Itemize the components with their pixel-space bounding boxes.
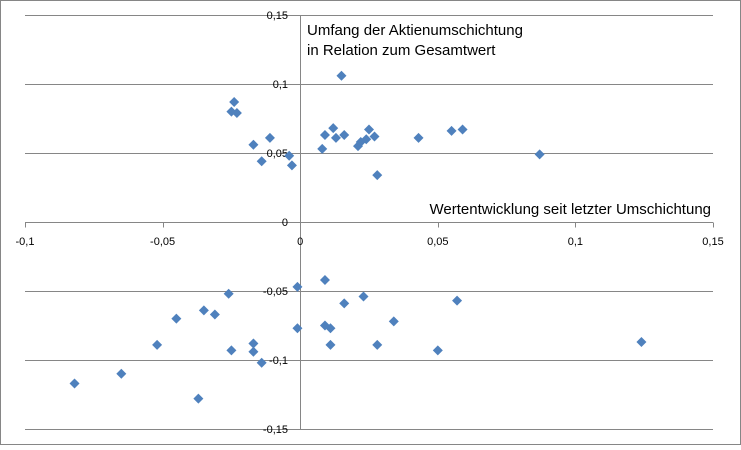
y-tick-labels: 0,15 0,1 0,05 0 -0,05 -0,1 -0,15 — [263, 10, 288, 436]
data-point — [446, 125, 457, 136]
data-point — [339, 298, 350, 309]
x-tick-label: 0 — [297, 236, 303, 248]
data-point — [432, 345, 443, 356]
data-point — [209, 309, 220, 320]
y-tick-label: 0,1 — [273, 79, 288, 91]
data-points — [69, 70, 647, 404]
x-tick-labels: -0,1 -0,05 0 0,05 0,1 0,15 — [16, 236, 724, 248]
data-point — [198, 305, 209, 316]
data-point — [292, 281, 303, 292]
data-point — [152, 339, 163, 350]
data-point — [452, 295, 463, 306]
data-point — [248, 346, 259, 357]
data-point — [352, 141, 363, 152]
data-point — [358, 291, 369, 302]
x-tick-label: 0,15 — [702, 236, 723, 248]
data-point — [325, 339, 336, 350]
data-point — [116, 368, 127, 379]
data-point — [372, 339, 383, 350]
x-tick-label: 0,05 — [427, 236, 448, 248]
data-point — [171, 313, 182, 324]
y-tick-label: -0,1 — [269, 355, 288, 367]
y-tick-label: 0 — [282, 217, 288, 229]
data-point — [286, 160, 297, 171]
data-point — [248, 338, 259, 349]
y-axis-annotation-line2: in Relation zum Gesamtwert — [307, 42, 496, 59]
data-point — [372, 170, 383, 181]
data-point — [292, 323, 303, 334]
data-point — [328, 123, 339, 134]
gridlines — [25, 15, 713, 430]
y-tick-label: -0,05 — [263, 286, 288, 298]
data-point — [193, 393, 204, 404]
data-point — [330, 132, 341, 143]
y-tick-label: 0,05 — [267, 148, 288, 160]
data-point — [364, 124, 374, 135]
data-point — [229, 96, 240, 107]
data-point — [226, 345, 237, 356]
data-point — [317, 143, 328, 154]
data-point — [457, 124, 468, 135]
data-point — [264, 132, 275, 143]
data-point — [69, 378, 80, 389]
data-point — [413, 132, 424, 143]
data-point — [388, 316, 399, 327]
data-point — [319, 130, 330, 141]
data-point — [325, 323, 336, 334]
x-axis-annotation: Wertentwicklung seit letzter Umschichtun… — [430, 201, 712, 218]
data-point — [256, 357, 267, 368]
x-tick-label: -0,05 — [150, 236, 175, 248]
data-point — [369, 131, 380, 142]
y-tick-label: 0,15 — [267, 10, 288, 22]
data-point — [256, 156, 267, 167]
data-point — [636, 337, 647, 348]
y-axis-annotation-line1: Umfang der Aktienumschichtung — [307, 22, 523, 39]
x-tick-label: 0,1 — [568, 236, 583, 248]
data-point — [336, 70, 347, 81]
data-point — [534, 149, 545, 160]
y-tick-label: -0,15 — [263, 424, 288, 436]
axes — [25, 15, 714, 430]
data-point — [284, 150, 295, 161]
data-point — [319, 274, 330, 285]
data-point — [231, 107, 242, 118]
data-point — [223, 288, 234, 299]
data-point — [339, 130, 350, 141]
data-point — [248, 139, 259, 150]
x-tick-label: -0,1 — [16, 236, 35, 248]
